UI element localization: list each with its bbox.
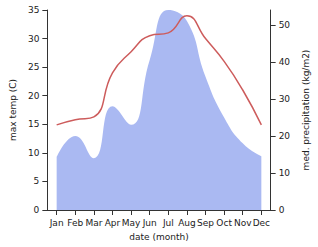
svg-text:max temp (C): max temp (C) bbox=[8, 79, 18, 141]
svg-text:20: 20 bbox=[28, 91, 40, 101]
svg-text:Dec: Dec bbox=[253, 218, 270, 228]
svg-text:20: 20 bbox=[279, 131, 291, 141]
svg-text:date (month): date (month) bbox=[129, 232, 188, 242]
svg-text:5: 5 bbox=[34, 176, 40, 186]
svg-text:40: 40 bbox=[279, 57, 291, 67]
svg-text:35: 35 bbox=[28, 5, 39, 15]
svg-text:10: 10 bbox=[28, 148, 40, 158]
svg-text:10: 10 bbox=[279, 168, 291, 178]
svg-text:25: 25 bbox=[28, 62, 39, 72]
svg-text:50: 50 bbox=[279, 20, 291, 30]
svg-text:Aug: Aug bbox=[178, 218, 196, 228]
svg-text:May: May bbox=[122, 218, 141, 228]
svg-text:Sep: Sep bbox=[197, 218, 214, 228]
svg-text:0: 0 bbox=[279, 205, 285, 215]
svg-text:30: 30 bbox=[28, 34, 40, 44]
svg-text:med. precipitation (kg/m2): med. precipitation (kg/m2) bbox=[301, 50, 311, 171]
svg-text:Oct: Oct bbox=[216, 218, 232, 228]
svg-text:Nov: Nov bbox=[234, 218, 252, 228]
svg-text:30: 30 bbox=[279, 94, 291, 104]
svg-text:Feb: Feb bbox=[67, 218, 83, 228]
svg-text:Jun: Jun bbox=[142, 218, 157, 228]
svg-text:Mar: Mar bbox=[85, 218, 102, 228]
svg-text:15: 15 bbox=[28, 119, 39, 129]
svg-text:Jul: Jul bbox=[162, 218, 174, 228]
svg-text:0: 0 bbox=[34, 205, 40, 215]
svg-text:Jan: Jan bbox=[49, 218, 64, 228]
svg-text:Apr: Apr bbox=[105, 218, 121, 228]
